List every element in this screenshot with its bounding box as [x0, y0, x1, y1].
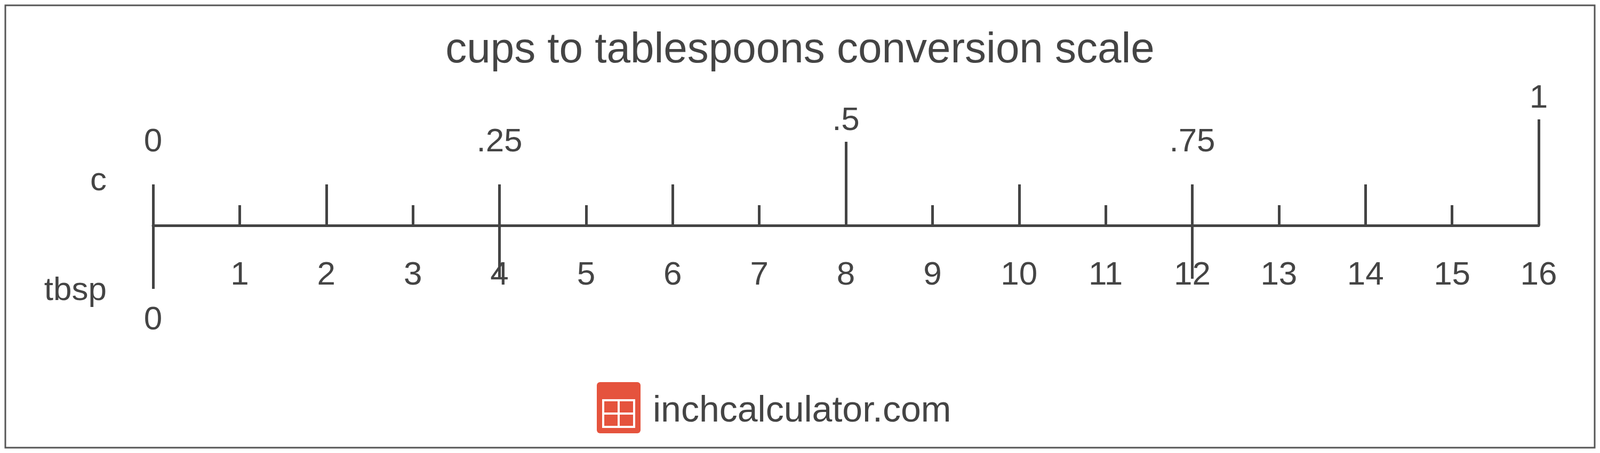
svg-text:inchcalculator.com: inchcalculator.com [652, 388, 951, 430]
svg-text:5: 5 [577, 254, 596, 292]
svg-text:4: 4 [490, 254, 509, 292]
svg-text:2: 2 [317, 254, 336, 292]
svg-text:cups to tablespoons conversion: cups to tablespoons conversion scale [445, 24, 1155, 72]
svg-text:1: 1 [1529, 77, 1548, 115]
svg-text:.75: .75 [1169, 121, 1215, 159]
svg-text:3: 3 [403, 254, 422, 292]
svg-text:9: 9 [923, 254, 942, 292]
svg-text:0: 0 [144, 121, 163, 159]
svg-text:11: 11 [1088, 254, 1123, 292]
svg-text:.5: .5 [832, 100, 860, 138]
svg-text:.25: .25 [476, 121, 523, 159]
svg-text:1: 1 [230, 254, 249, 292]
svg-text:12: 12 [1173, 254, 1211, 292]
svg-text:7: 7 [749, 254, 768, 292]
svg-text:15: 15 [1433, 254, 1471, 292]
svg-text:10: 10 [1000, 254, 1038, 292]
svg-text:13: 13 [1260, 254, 1298, 292]
svg-text:0: 0 [144, 299, 163, 337]
svg-text:tbsp: tbsp [44, 270, 107, 308]
svg-text:6: 6 [663, 254, 682, 292]
svg-text:c: c [90, 160, 107, 198]
svg-text:8: 8 [836, 254, 855, 292]
svg-text:16: 16 [1520, 254, 1558, 292]
svg-text:14: 14 [1347, 254, 1384, 292]
